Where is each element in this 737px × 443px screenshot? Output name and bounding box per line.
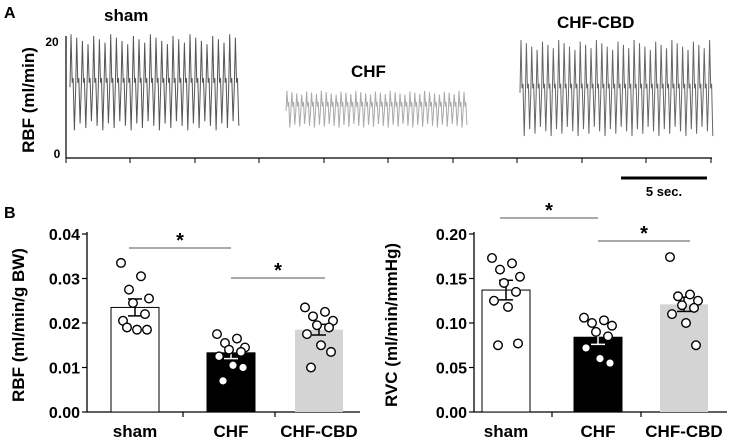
- trace-chf: [285, 90, 468, 128]
- rvc-data-point: [511, 286, 522, 297]
- rbf-y-tick-label: 0.02: [49, 316, 80, 333]
- rbf-x-label-chf: CHF: [214, 422, 249, 441]
- rbf-bar-chart: RBF (ml/min/g BW) sham CHF CHF-CBD 0.00 0…: [9, 227, 360, 441]
- rbf-data-point: [223, 344, 234, 355]
- rbf-data-point: [123, 284, 134, 295]
- rbf-data-point: [324, 322, 335, 333]
- rvc-data-point: [579, 312, 590, 323]
- rvc-significance-star: *: [640, 223, 648, 245]
- rbf-data-point: [143, 293, 154, 304]
- rvc-y-tick-label: 0.20: [436, 227, 467, 244]
- rbf-data-point: [127, 297, 138, 308]
- rvc-data-point: [495, 264, 506, 275]
- rbf-data-point: [235, 346, 246, 357]
- rvc-data-point: [673, 291, 684, 302]
- rbf-data-point: [326, 346, 337, 357]
- rvc-y-tick-label: 0.15: [436, 272, 467, 289]
- rvc-data-point: [499, 277, 510, 288]
- rvc-data-point: [581, 342, 592, 353]
- rvc-data-point: [689, 302, 700, 313]
- rbf-data-point: [312, 320, 323, 331]
- panel-a-traces: A RBF (ml/min) 20 0 sham CHF CHF-CBD 5 s…: [4, 5, 714, 199]
- rvc-data-point: [603, 331, 614, 342]
- rvc-data-point: [493, 340, 504, 351]
- rvc-data-point: [503, 301, 514, 312]
- rvc-y-tick-label: 0.05: [436, 361, 467, 378]
- rbf-data-point: [141, 324, 152, 335]
- rbf-data-point: [135, 271, 146, 282]
- rvc-data-point: [605, 358, 616, 369]
- panel-a-x-ticks: [65, 158, 712, 163]
- rvc-y-axis-label: RVC (ml/min/mmHg): [382, 243, 401, 407]
- trace-label-chf-cbd: CHF-CBD: [557, 13, 634, 32]
- rbf-data-point: [115, 257, 126, 268]
- rbf-data-point: [139, 309, 150, 320]
- rvc-x-label-sham: sham: [484, 422, 528, 441]
- panel-a-ytick-bottom: 0: [54, 147, 61, 161]
- rvc-x-label-chf-cbd: CHF-CBD: [645, 422, 722, 441]
- panel-a-label: A: [4, 5, 16, 22]
- trace-chf-cbd: [519, 39, 714, 137]
- rvc-y-tick-label: 0.00: [436, 405, 467, 422]
- rbf-data-point: [302, 329, 313, 340]
- rbf-significance-star: *: [274, 260, 282, 282]
- rbf-data-point: [300, 302, 311, 313]
- panel-a-y-axis-label: RBF (ml/min): [19, 47, 38, 153]
- time-scale-label: 5 sec.: [646, 184, 682, 199]
- rbf-y-axis-label: RBF (ml/min/g BW): [9, 248, 28, 402]
- rvc-data-point: [599, 315, 610, 326]
- rbf-data-point: [227, 360, 238, 371]
- rbf-y-tick-label: 0.04: [49, 227, 80, 244]
- rvc-data-point: [665, 252, 676, 263]
- rbf-data-point: [306, 362, 317, 373]
- rbf-data-point: [131, 324, 142, 335]
- rbf-x-label-chf-cbd: CHF-CBD: [280, 422, 357, 441]
- trace-label-chf: CHF: [351, 62, 386, 81]
- trace-sham: [69, 34, 240, 131]
- rbf-data-point: [308, 311, 319, 322]
- rbf-data-point: [121, 322, 132, 333]
- rbf-data-point: [316, 340, 327, 351]
- rvc-data-point: [685, 289, 696, 300]
- panel-a-ytick-top: 20: [45, 35, 59, 49]
- rbf-data-point: [213, 351, 224, 362]
- rbf-data-point: [217, 375, 228, 386]
- rvc-data-point: [595, 353, 606, 364]
- rvc-data-point: [489, 295, 500, 306]
- rbf-y-tick-label: 0.01: [49, 361, 80, 378]
- panel-b-label: B: [4, 205, 16, 222]
- rvc-data-point: [677, 300, 688, 311]
- rvc-data-point: [681, 318, 692, 329]
- rbf-data-point: [237, 362, 248, 373]
- rbf-data-point: [211, 329, 222, 340]
- rbf-x-label-sham: sham: [113, 422, 157, 441]
- rvc-data-point: [691, 340, 702, 351]
- rbf-data-point: [320, 306, 331, 317]
- rbf-bar-sham: [110, 306, 160, 413]
- rbf-y-tick-label: 0.00: [49, 405, 80, 422]
- rvc-data-point: [591, 326, 602, 337]
- rvc-data-point: [507, 258, 518, 269]
- trace-label-sham: sham: [104, 6, 148, 25]
- rvc-bar-chart: RVC (ml/min/mmHg) sham CHF CHF-CBD 0.00 0…: [382, 200, 727, 441]
- rvc-data-point: [515, 271, 526, 282]
- rbf-significance-star: *: [176, 230, 184, 252]
- rvc-data-point: [513, 338, 524, 349]
- rvc-data-point: [667, 309, 678, 320]
- rvc-x-label-chf: CHF: [581, 422, 616, 441]
- rbf-y-tick-label: 0.03: [49, 272, 80, 289]
- rvc-data-point: [607, 320, 618, 331]
- rvc-data-point: [587, 318, 598, 329]
- rbf-data-point: [231, 333, 242, 344]
- rvc-data-point: [487, 253, 498, 264]
- rvc-significance-star: *: [545, 200, 553, 222]
- rvc-y-tick-label: 0.10: [436, 316, 467, 333]
